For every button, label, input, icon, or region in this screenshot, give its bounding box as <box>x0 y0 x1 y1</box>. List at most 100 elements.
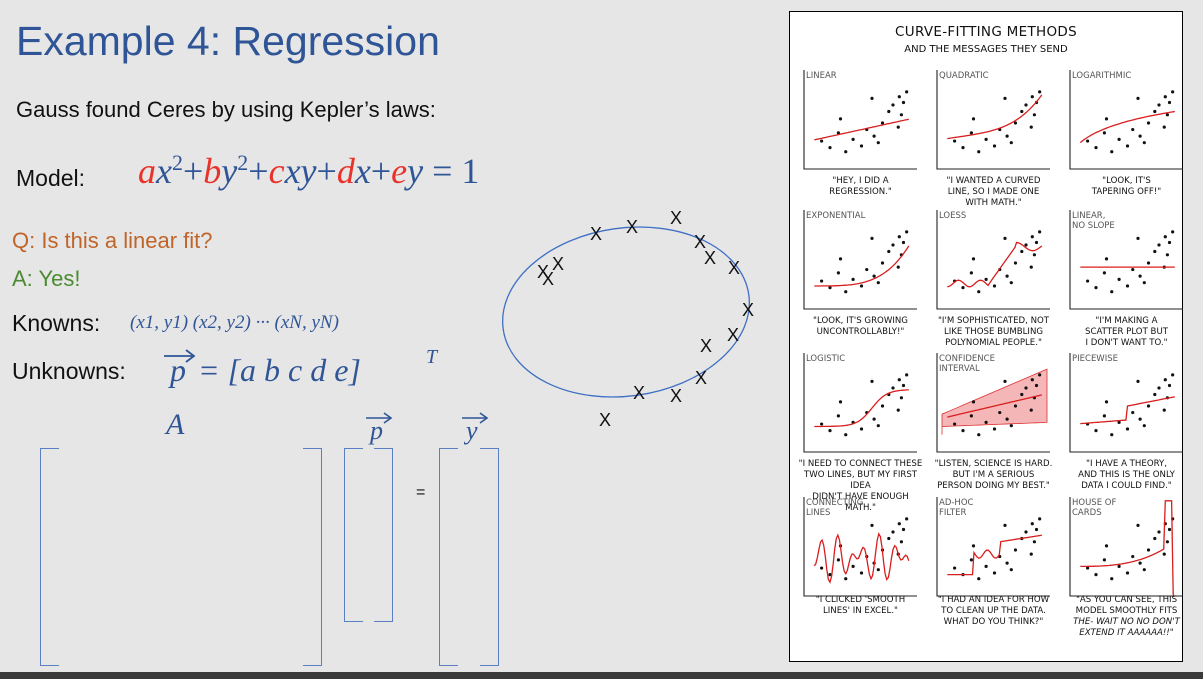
scatter-point <box>1142 281 1146 285</box>
scatter-point <box>836 131 840 135</box>
scatter-point <box>905 373 909 377</box>
fit-curve <box>947 241 1043 288</box>
panel-caption: "AS YOU CAN SEE, THIS MODEL SMOOTHLY FITS… <box>1064 595 1189 639</box>
scatter-point <box>953 566 957 570</box>
scatter-point <box>1032 540 1036 544</box>
scatter-point <box>876 281 880 285</box>
scatter-point <box>998 410 1002 415</box>
caption-line: "LOOK, IT'S GROWING <box>813 316 908 326</box>
scatter-point <box>1102 271 1106 275</box>
scatter-point <box>1153 249 1157 254</box>
scatter-point <box>891 386 895 390</box>
observation-x-mark: X <box>599 410 611 430</box>
matrix-A-left-bracket <box>40 448 59 666</box>
scatter-point <box>859 427 864 431</box>
caption-line: "I WANTED A CURVED <box>946 176 1041 186</box>
fit-curve <box>1080 500 1175 597</box>
caption-line: "I HAD AN IDEA FOR HOW <box>937 595 1050 605</box>
panel-label: PIECEWISE <box>1072 354 1118 364</box>
scatter-point <box>1167 100 1172 105</box>
scatter-point <box>897 378 901 382</box>
caption-line: TWO LINES, BUT MY FIRST IDEA <box>803 470 918 491</box>
scatter-point <box>1165 113 1169 117</box>
model-equation: ax2+by2+cxy+dx+ey = 1 <box>138 150 480 191</box>
scatter-point <box>1029 552 1033 556</box>
unknowns-label: Unknowns: <box>12 358 126 384</box>
observation-x-mark: X <box>670 386 682 406</box>
scatter-point <box>1146 404 1151 408</box>
scatter-point <box>880 404 885 408</box>
scatter-point <box>1157 530 1161 534</box>
caption-line: BUT I'M A SERIOUS <box>952 470 1035 480</box>
panel-plot <box>936 70 1050 170</box>
scatter-point <box>1153 109 1157 114</box>
observation-x-mark: X <box>552 254 564 274</box>
panel-plot <box>803 497 917 597</box>
caption-line: "LISTEN, SCIENCE IS HARD. <box>934 459 1053 469</box>
caption-line: REGRESSION." <box>829 187 892 197</box>
panel-label: LOESS <box>939 211 967 221</box>
scatter-point <box>1029 265 1033 269</box>
panel-axes <box>1069 497 1183 597</box>
scatter-point <box>899 396 903 400</box>
scatter-point <box>1038 90 1042 94</box>
scatter-point <box>880 261 885 265</box>
observation-x-mark: X <box>633 383 645 403</box>
scatter-point <box>859 144 864 148</box>
fit-curve <box>947 94 1043 140</box>
panel-axes <box>803 70 917 170</box>
scatter-point <box>905 517 909 521</box>
panel-label: LOGARITHMIC <box>1072 71 1132 81</box>
caption-line: SCATTER PLOT BUT <box>1085 327 1168 337</box>
caption-line: EXTEND IT AAAAAA!!" <box>1079 628 1174 638</box>
scatter-point <box>1142 568 1146 572</box>
scatter-point <box>844 290 848 294</box>
caption-line: LINE, SO I MADE ONE <box>947 187 1040 197</box>
confidence-band <box>941 368 1048 435</box>
caption-line: DATA I COULD FIND." <box>1081 481 1172 491</box>
observation-x-mark: X <box>695 368 707 388</box>
scatter-point <box>1030 378 1034 382</box>
fit-curve <box>814 118 909 141</box>
panel-plot <box>803 353 917 453</box>
comic-panel: QUADRATIC <box>936 70 1051 170</box>
scatter-point <box>901 100 906 105</box>
scatter-point <box>977 577 981 581</box>
comic-subtitle: AND THE MESSAGES THEY SEND <box>904 44 1068 55</box>
scatter-point <box>901 383 906 388</box>
scatter-point <box>1167 383 1172 388</box>
scatter-point <box>1136 96 1140 100</box>
scatter-point <box>1102 558 1106 562</box>
vec-y-right-bracket <box>480 448 499 666</box>
scatter-point <box>1038 373 1042 377</box>
knowns-value: (x1, y1) (x2, y2) ··· (xN, yN) <box>130 312 339 333</box>
scatter-point <box>1153 536 1157 541</box>
scatter-point <box>828 573 832 577</box>
scatter-point <box>1171 230 1175 234</box>
panel-axes <box>936 70 1050 170</box>
panel-caption: "LOOK, IT'S TAPERING OFF!" <box>1064 176 1189 198</box>
scatter-point <box>1013 404 1018 408</box>
observation-x-mark: X <box>694 232 706 252</box>
comic-panel: LINEAR <box>803 70 918 170</box>
scatter-point <box>1038 517 1042 521</box>
comic-panel: HOUSE OF CARDS <box>1069 497 1184 597</box>
scatter-point <box>1003 379 1007 383</box>
comic-panel: CONNECTING LINES <box>803 497 918 597</box>
scatter-point <box>1009 281 1013 285</box>
scatter-point <box>1163 235 1167 239</box>
scatter-point <box>870 379 874 383</box>
scatter-point <box>820 566 824 570</box>
scatter-point <box>1162 125 1166 129</box>
panel-plot <box>936 497 1050 597</box>
caption-line: AND THIS IS THE ONLY <box>1078 470 1175 480</box>
fit-curve <box>1080 396 1175 425</box>
observation-x-mark: X <box>700 336 712 356</box>
scatter-point <box>1009 424 1013 428</box>
scatter-point <box>836 558 840 562</box>
panel-plot <box>1069 210 1183 310</box>
scatter-point <box>1034 383 1039 388</box>
matrix-A-label: A <box>166 408 185 441</box>
scatter-point <box>969 131 973 135</box>
